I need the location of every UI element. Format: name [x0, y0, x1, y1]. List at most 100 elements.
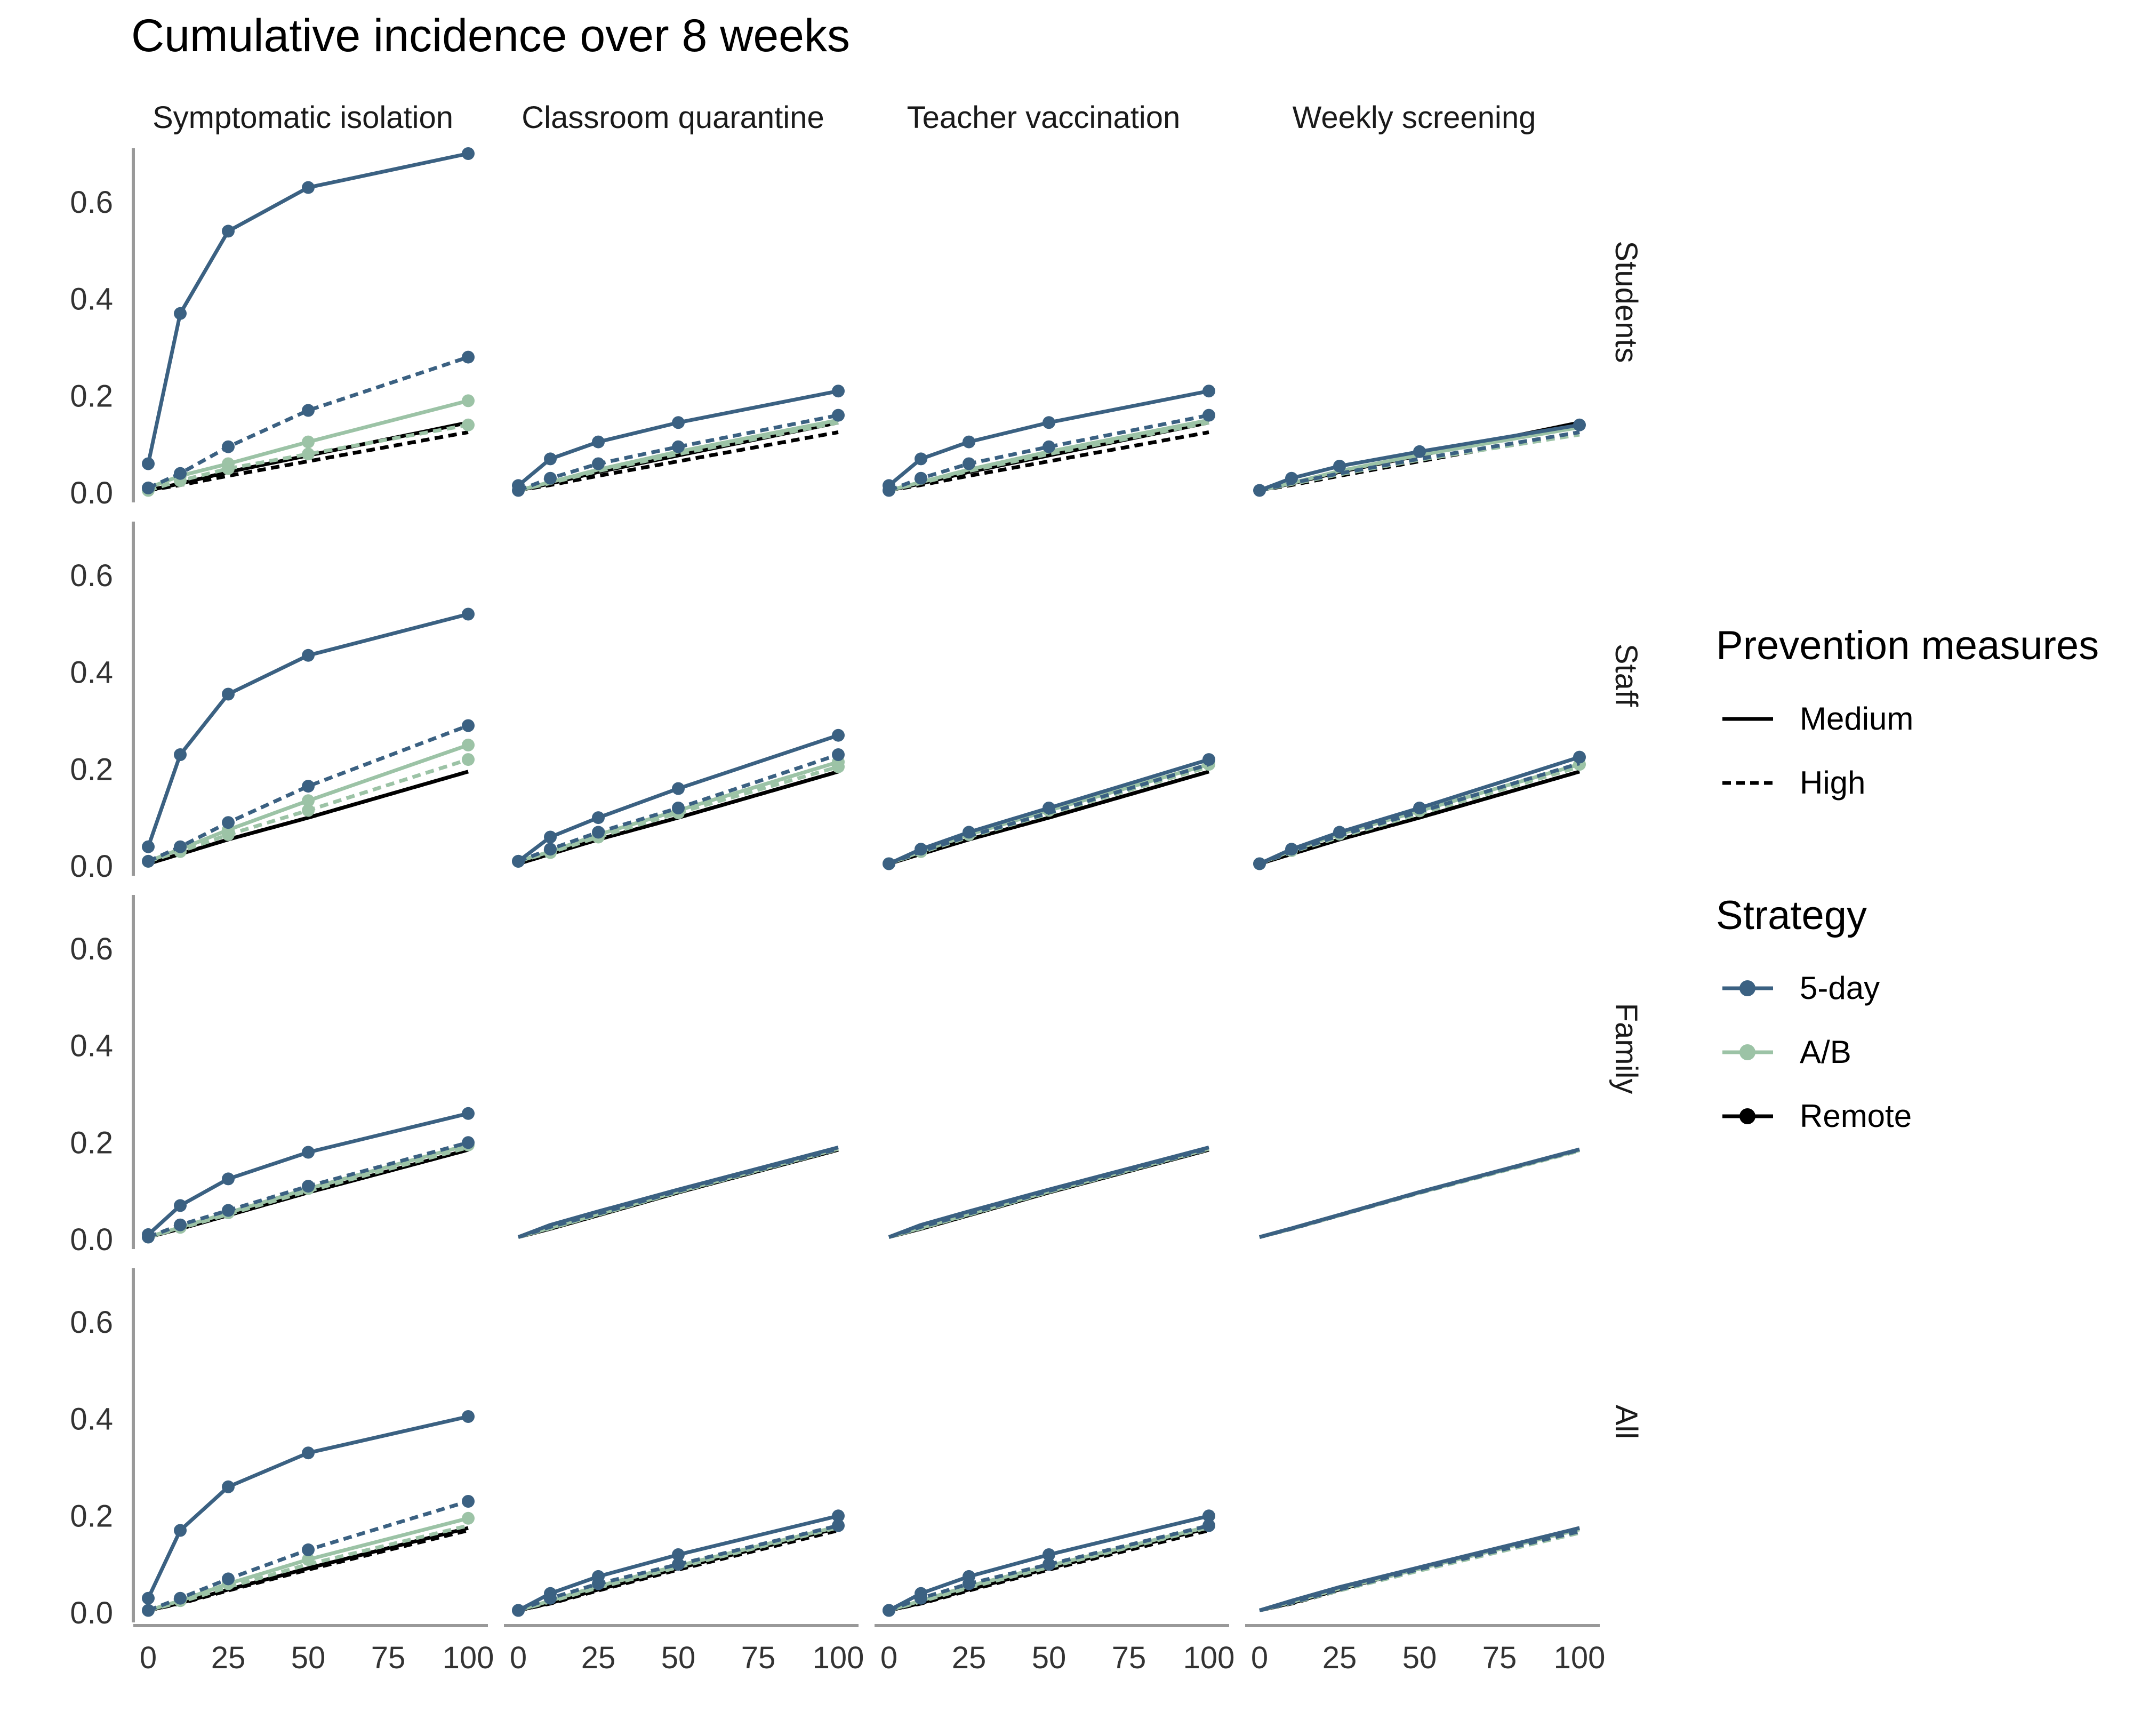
series-line-5-day-medium: [887, 389, 1209, 487]
data-point-5-day-medium: [1202, 385, 1215, 398]
data-point-5-day-medium: [302, 1146, 315, 1159]
y-tick-label: 0.0: [70, 1596, 113, 1630]
data-point-5-day-medium: [1043, 1548, 1055, 1561]
panel-students-weekly-screening: [1253, 418, 1586, 497]
data-point-5-day-medium: [142, 457, 155, 470]
data-point-5-day-high: [883, 484, 895, 497]
x-tick-label: 100: [1554, 1641, 1606, 1675]
data-point-5-day-medium: [222, 1480, 235, 1493]
data-point-5-day-medium: [174, 307, 187, 320]
legend-key-point-5-day: [1739, 980, 1755, 996]
facet-col-label-symptomatic-isolation: Symptomatic isolation: [153, 100, 453, 135]
data-point-5-day-high: [832, 748, 845, 761]
data-point-a-b-medium: [302, 435, 315, 449]
data-point-5-day-medium: [1202, 753, 1215, 766]
legend-label-5-day: 5-day: [1800, 970, 1880, 1006]
data-point-5-day-medium: [672, 782, 685, 795]
data-point-5-day-medium: [1573, 418, 1586, 431]
x-tick-label: 25: [952, 1641, 987, 1675]
data-point-5-day-high: [462, 1136, 475, 1149]
data-point-5-day-medium: [832, 729, 845, 742]
data-point-5-day-high: [592, 826, 605, 839]
y-tick-label: 0.0: [70, 849, 113, 884]
panel-students-classroom-quarantine: [512, 385, 845, 497]
data-point-5-day-high: [592, 1577, 605, 1590]
data-point-5-day-high: [915, 471, 927, 485]
panel-family-classroom-quarantine: [517, 1146, 839, 1239]
data-point-5-day-medium: [142, 1591, 155, 1605]
x-tick-label: 100: [813, 1641, 864, 1675]
y-tick-label: 0.0: [70, 476, 113, 510]
series-line-a-b-high: [1259, 433, 1580, 492]
panel-family-teacher-vaccination: [888, 1146, 1209, 1239]
data-point-5-day-high: [963, 457, 975, 470]
legend-label-medium: Medium: [1800, 701, 1913, 737]
data-point-5-day-high: [672, 1558, 685, 1571]
data-point-5-day-medium: [462, 1410, 475, 1423]
y-tick-label: 0.6: [70, 185, 113, 220]
data-point-5-day-high: [142, 1230, 155, 1244]
data-point-5-day-high: [142, 854, 155, 868]
data-point-5-day-medium: [1043, 416, 1055, 429]
data-point-5-day-high: [174, 1218, 187, 1231]
data-point-a-b-high: [222, 462, 235, 475]
series-line-remote-high: [888, 770, 1209, 866]
data-point-5-day-high: [142, 1604, 155, 1617]
legend-key-point-remote: [1739, 1108, 1755, 1124]
data-point-a-b-medium: [462, 1511, 475, 1525]
y-tick-label: 0.6: [70, 932, 113, 966]
x-tick-label: 100: [443, 1641, 494, 1675]
data-point-5-day-high: [512, 1604, 525, 1617]
series-line-a-b-high: [888, 1525, 1209, 1612]
x-tick-label: 75: [371, 1641, 406, 1675]
data-point-5-day-medium: [462, 1107, 475, 1120]
data-point-5-day-medium: [915, 452, 927, 466]
panel-family-weekly-screening: [1259, 1147, 1580, 1239]
data-point-5-day-medium: [222, 1172, 235, 1186]
facet-col-label-classroom-quarantine: Classroom quarantine: [522, 100, 824, 135]
series-line-a-b-high: [148, 1146, 469, 1239]
y-tick-label: 0.6: [70, 558, 113, 593]
series-line-5-day-medium: [517, 389, 839, 487]
data-point-a-b-high: [462, 753, 475, 766]
x-tick-label: 100: [1183, 1641, 1235, 1675]
y-tick-label: 0.4: [70, 1402, 113, 1437]
panel-all-teacher-vaccination: [883, 1509, 1215, 1617]
data-point-5-day-high: [592, 457, 605, 470]
data-point-5-day-medium: [302, 649, 315, 662]
series-line-a-b-high: [518, 1525, 839, 1612]
series-line-remote-high: [148, 430, 469, 492]
data-point-5-day-medium: [1285, 471, 1298, 485]
data-point-5-day-high: [544, 843, 557, 856]
data-point-5-day-high: [302, 404, 315, 417]
legend-prevention-title: Prevention measures: [1716, 623, 2099, 668]
data-point-5-day-high: [1043, 440, 1055, 453]
data-point-5-day-medium: [544, 452, 557, 466]
data-point-5-day-high: [915, 1591, 927, 1605]
series-line-5-day-high: [147, 355, 469, 490]
data-point-a-b-high: [302, 804, 315, 817]
data-point-5-day-medium: [222, 225, 235, 238]
panel-all-symptomatic-isolation: [142, 1410, 475, 1617]
data-point-5-day-medium: [174, 1199, 187, 1212]
data-point-5-day-high: [302, 1543, 315, 1556]
facet-row-label-all: All: [1609, 1405, 1643, 1439]
data-point-5-day-high: [174, 467, 187, 480]
data-point-5-day-medium: [544, 830, 557, 844]
y-tick-label: 0.4: [70, 655, 113, 690]
data-point-5-day-medium: [832, 1509, 845, 1523]
data-point-5-day-high: [544, 471, 557, 485]
y-tick-label: 0.2: [70, 379, 113, 413]
legend-label-a-b: A/B: [1800, 1034, 1851, 1070]
data-point-5-day-high: [302, 780, 315, 793]
x-tick-label: 25: [211, 1641, 246, 1675]
data-point-5-day-high: [1202, 1519, 1215, 1532]
series-line-5-day-high: [1259, 430, 1580, 492]
x-tick-label: 75: [1112, 1641, 1146, 1675]
x-tick-label: 0: [510, 1641, 527, 1675]
legend: Prevention measures Strategy Medium High 5…: [1716, 623, 2099, 1134]
data-point-5-day-medium: [963, 435, 975, 449]
data-point-5-day-high: [222, 1204, 235, 1217]
series-line-5-day-high: [888, 1147, 1209, 1239]
x-tick-label: 75: [1482, 1641, 1517, 1675]
